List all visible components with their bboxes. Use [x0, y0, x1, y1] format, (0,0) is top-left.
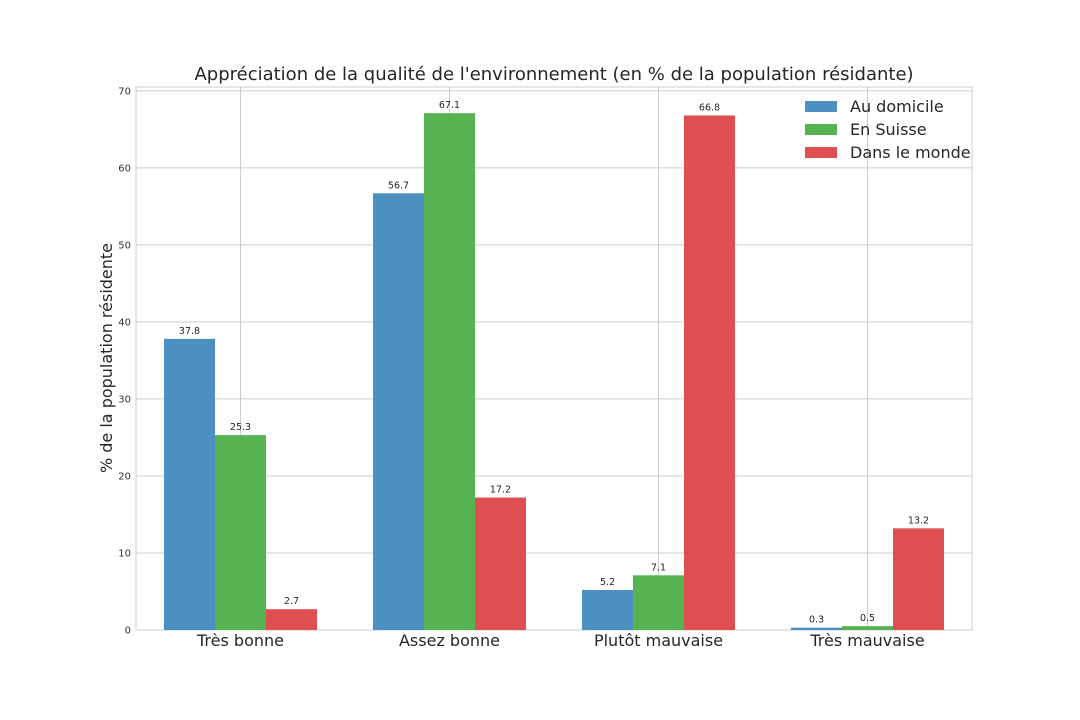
y-tick-label: 10 — [118, 548, 131, 559]
y-axis-ticks: 0 10 20 30 40 50 60 70 — [118, 86, 131, 636]
y-tick-label: 70 — [118, 86, 131, 97]
bar-value-label: 5.2 — [600, 577, 615, 588]
bar — [373, 193, 424, 630]
bar-value-label: 67.1 — [439, 100, 460, 111]
y-axis-label: % de la population résidente — [97, 243, 116, 473]
bar-value-label: 0.5 — [860, 613, 875, 624]
legend-swatch — [805, 147, 837, 158]
x-axis-categories: Très bonne Assez bonne Plutôt mauvaise Très… — [196, 631, 925, 650]
legend-swatch — [805, 101, 837, 112]
bar — [582, 589, 633, 630]
y-tick-label: 40 — [118, 317, 131, 328]
y-tick-label: 50 — [118, 240, 131, 251]
bar-value-label: 37.8 — [179, 326, 200, 337]
y-tick-label: 20 — [118, 471, 131, 482]
bar — [424, 113, 475, 630]
bar-value-label: 66.8 — [699, 102, 720, 113]
bar — [266, 609, 317, 630]
x-category-label: Très bonne — [196, 631, 284, 650]
bar-value-label: 7.1 — [651, 562, 666, 573]
chart-title: Appréciation de la qualité de l'environn… — [194, 64, 913, 85]
y-tick-label: 60 — [118, 163, 131, 174]
bar — [215, 435, 266, 630]
x-category-label: Plutôt mauvaise — [594, 631, 723, 650]
legend-swatch — [805, 124, 837, 135]
plot-area — [135, 86, 973, 631]
bar — [791, 627, 842, 630]
bar — [842, 626, 893, 630]
bar — [164, 338, 215, 630]
bar — [475, 497, 526, 630]
bar-value-label: 2.7 — [284, 596, 299, 607]
y-tick-label: 0 — [125, 626, 131, 637]
legend-label: En Suisse — [850, 120, 927, 139]
bar-value-labels: 37.8 56.7 5.2 0.3 25.3 67.1 7.1 0.5 2.7 17.2 66.8 1… — [179, 100, 929, 626]
bars — [164, 113, 944, 631]
legend-label: Dans le monde — [850, 143, 971, 162]
bar-value-label: 56.7 — [388, 180, 409, 191]
legend-label: Au domicile — [850, 97, 944, 116]
bar-value-label: 0.3 — [809, 615, 824, 626]
bar-value-label: 17.2 — [490, 485, 511, 496]
bar — [893, 528, 944, 630]
bar — [684, 115, 735, 631]
bar — [633, 575, 684, 630]
bar-value-label: 25.3 — [230, 422, 251, 433]
bar-value-label: 13.2 — [908, 515, 929, 526]
legend: Au domicile En Suisse Dans le monde — [805, 97, 971, 162]
x-category-label: Très mauvaise — [809, 631, 924, 650]
y-tick-label: 30 — [118, 394, 131, 405]
x-category-label: Assez bonne — [399, 631, 500, 650]
